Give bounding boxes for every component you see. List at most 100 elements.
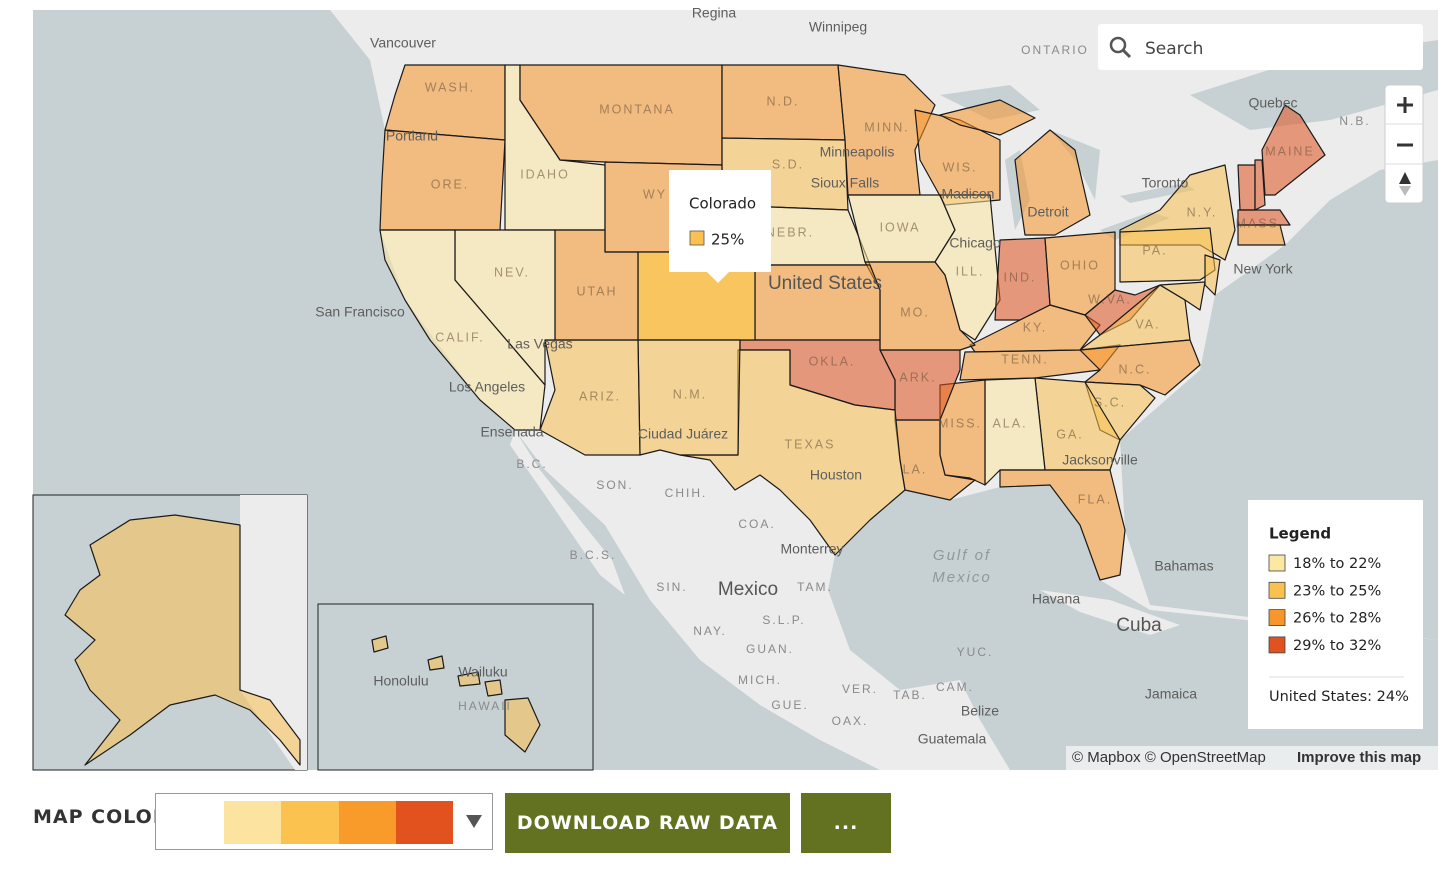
state [1014,129,1091,236]
state [64,514,301,766]
state-label: N.C. [1119,362,1152,376]
place-label: MICH. [738,673,782,687]
place-label: CAM. [936,680,974,694]
place-label: Belize [961,703,999,719]
place-label: ONTARIO [1021,43,1089,57]
place-label: United States [768,273,882,294]
place-label: New York [1233,261,1293,277]
zoom-controls [1384,84,1424,204]
state [1237,209,1291,226]
place-label: Mexico [932,569,992,586]
lake [1120,183,1195,203]
search[interactable]: Search [1098,24,1423,70]
improve-link[interactable]: Improve this map [1297,749,1421,766]
place-label: Regina [692,5,737,21]
state-label: TEXAS [785,437,836,451]
state-label: N.Y. [1187,205,1218,219]
place-label: Havana [1032,591,1080,607]
place-label: Chicago [949,235,1001,251]
place-label: Ciudad Juárez [638,426,728,442]
state-label: N.D. [767,94,800,108]
search-icon [1109,36,1127,54]
state-label: ORE. [431,177,470,191]
place-label: Portland [386,128,438,144]
state-label: WASH. [425,80,476,94]
place-label: TAB. [893,688,927,702]
state-label: WY [643,187,667,201]
hawaii [371,635,541,753]
state [1254,159,1266,211]
legend-swatch [1268,609,1286,626]
attribution-bg [1066,746,1438,770]
state-label: NEV. [494,265,530,279]
place-label: Honolulu [373,673,428,689]
palette-swatch [167,801,225,844]
more-button[interactable]: ... [801,793,891,853]
tooltip-swatch [689,230,705,246]
legend-swatch [1268,636,1286,654]
state-label: OHIO [1060,258,1100,272]
place-label: Monterrey [780,541,843,557]
state [1237,224,1286,246]
place-label: SON. [596,478,633,492]
place-label: NAY. [693,624,727,638]
state-label: IND. [1004,270,1037,284]
place-label: Quebec [1248,95,1297,111]
search-box[interactable] [1098,24,1423,70]
place-label: YUC. [957,645,994,659]
state-label: LA. [903,462,928,476]
place-label: N.B. [1339,114,1370,128]
state-label: PA. [1142,243,1167,257]
place-label: Vancouver [370,35,436,51]
state-label: N.M. [673,387,707,401]
attribution[interactable]: © Mapbox © OpenStreetMap [1072,749,1266,766]
place-label: Jamaica [1145,686,1197,702]
state [984,377,1046,486]
state-label: ARIZ. [579,389,621,403]
state [1204,254,1221,296]
compass[interactable] [1399,186,1411,196]
place-label: Mexico [718,579,778,600]
palette-select[interactable] [155,793,493,850]
state-label: W.VA. [1088,292,1132,306]
tooltip-pointer [706,271,730,283]
tooltip: Colorado 25% [669,170,771,283]
tooltip-title: Colorado [689,195,756,213]
place-label: B.C. [516,457,547,471]
state [1261,104,1326,196]
legend-label: 26% to 28% [1293,611,1381,627]
state [371,635,389,653]
place-label: Cuba [1116,615,1162,636]
place-label: Winnipeg [809,19,867,35]
state [1079,284,1191,351]
baja [510,430,625,595]
place-label: GUE. [771,698,808,712]
state-label: IOWA [880,220,921,234]
place-label: Houston [810,467,862,483]
legend: Legend United States: 24% 18% to 22% 23% … [1248,500,1423,729]
state-label: CALIF. [435,330,485,344]
palette-swatches [167,801,454,844]
place-label: CHIH. [665,486,708,500]
place-label: Wailuku [458,664,507,680]
place-label: HAWAII [458,699,512,713]
state-label: VA. [1135,317,1160,331]
legend-label: 29% to 32% [1293,638,1381,654]
place-label: S.L.P. [762,613,805,627]
zoom-in[interactable] [1397,97,1413,113]
state-label: ILL. [956,264,985,278]
state [999,469,1126,581]
search-icon [1121,48,1132,59]
place-label: Gulf of [933,547,991,564]
legend-swatch [1268,554,1286,572]
legend-title: Legend [1269,525,1331,543]
state-label: MINN. [864,120,909,134]
dropdown-arrow [466,815,482,828]
state-label: MAINE [1265,144,1315,158]
inset-labels: Honolulu Wailuku HAWAII [373,664,512,713]
compass[interactable] [1399,172,1411,184]
legend-note: United States: 24% [1269,689,1409,705]
state [457,671,481,687]
download-button[interactable]: DOWNLOAD RAW DATA [505,793,790,853]
